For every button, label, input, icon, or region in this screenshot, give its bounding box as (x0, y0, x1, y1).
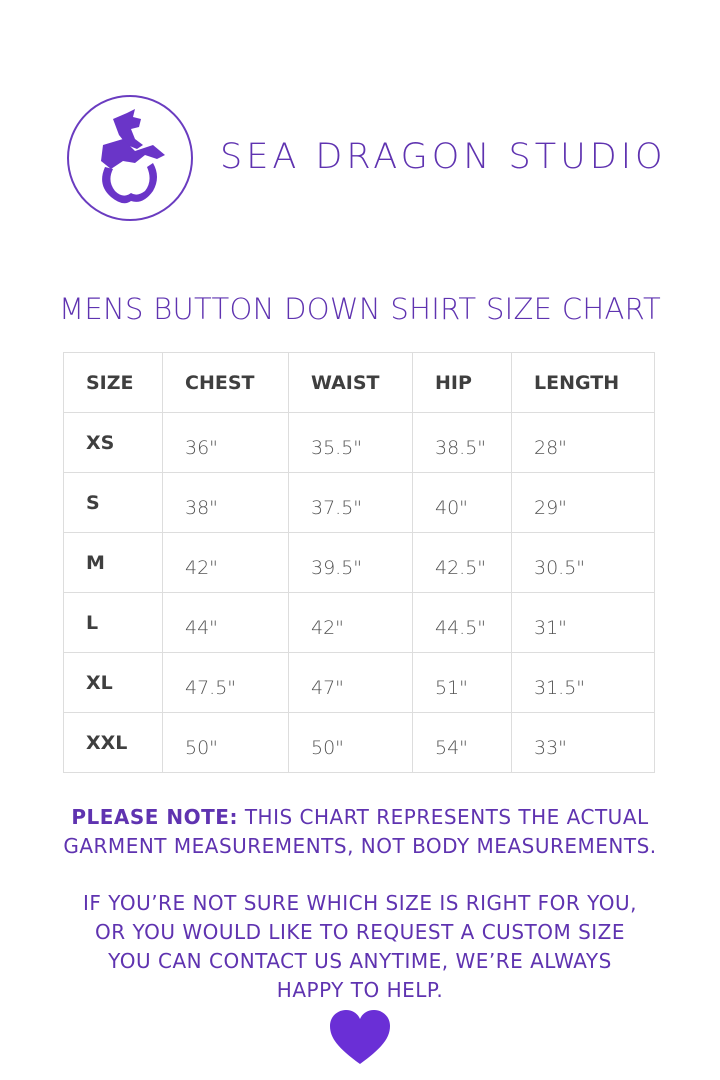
table-row: S 38" 37.5" 40" 29" (63, 472, 655, 533)
measurement-cell: 33" (511, 712, 655, 773)
table-row: L 44" 42" 44.5" 31" (63, 592, 655, 653)
sea-dragon-logo (67, 95, 193, 221)
garment-note: PLEASE NOTE: THIS CHART REPRESENTS THE A… (0, 803, 720, 861)
measurement-cell: 29" (511, 472, 655, 533)
table-row: M 42" 39.5" 42.5" 30.5" (63, 532, 655, 593)
table-row: XL 47.5" 47" 51" 31.5" (63, 652, 655, 713)
page-title: MENS BUTTON DOWN SHIRT SIZE CHART (59, 292, 661, 326)
size-chart-table: SIZE CHEST WAIST HIP LENGTH XS 36" 35.5" 38… (63, 352, 655, 773)
measurement-cell: 42" (162, 532, 289, 593)
size-cell: L (63, 592, 163, 653)
measurement-cell: 40" (412, 472, 512, 533)
measurement-cell: 37.5" (288, 472, 413, 533)
size-cell: S (63, 472, 163, 533)
measurement-cell: 28" (511, 412, 655, 473)
note-line-2: GARMENT MEASUREMENTS, NOT BODY MEASUREME… (63, 834, 657, 858)
size-cell: XXL (63, 712, 163, 773)
measurement-cell: 36" (162, 412, 289, 473)
measurement-cell: 54" (412, 712, 512, 773)
note-label: PLEASE NOTE: (71, 805, 238, 829)
help-line-4: HAPPY TO HELP. (276, 978, 444, 1002)
header-waist: WAIST (288, 352, 413, 413)
header-chest: CHEST (162, 352, 289, 413)
measurement-cell: 30.5" (511, 532, 655, 593)
measurement-cell: 38.5" (412, 412, 512, 473)
table-row: XXL 50" 50" 54" 33" (63, 712, 655, 773)
size-cell: XL (63, 652, 163, 713)
measurement-cell: 31" (511, 592, 655, 653)
help-line-2: OR YOU WOULD LIKE TO REQUEST A CUSTOM SI… (94, 920, 626, 944)
measurement-cell: 42" (288, 592, 413, 653)
table-row: XS 36" 35.5" 38.5" 28" (63, 412, 655, 473)
size-cell: M (63, 532, 163, 593)
brand-name: SEA DRAGON STUDIO (220, 137, 667, 177)
measurement-cell: 31.5" (511, 652, 655, 713)
header-size: SIZE (63, 352, 163, 413)
help-line-1: IF YOU’RE NOT SURE WHICH SIZE IS RIGHT F… (82, 891, 638, 915)
measurement-cell: 47.5" (162, 652, 289, 713)
note-line-1: PLEASE NOTE: THIS CHART REPRESENTS THE A… (71, 805, 649, 829)
measurement-cell: 47" (288, 652, 413, 713)
header-length: LENGTH (511, 352, 655, 413)
measurement-cell: 50" (162, 712, 289, 773)
help-text: IF YOU’RE NOT SURE WHICH SIZE IS RIGHT F… (0, 889, 720, 1005)
dragon-icon (101, 109, 165, 204)
header-hip: HIP (412, 352, 512, 413)
measurement-cell: 51" (412, 652, 512, 713)
measurement-cell: 50" (288, 712, 413, 773)
measurement-cell: 35.5" (288, 412, 413, 473)
table-header-row: SIZE CHEST WAIST HIP LENGTH (63, 352, 655, 413)
measurement-cell: 44" (162, 592, 289, 653)
measurement-cell: 42.5" (412, 532, 512, 593)
heart-icon (330, 1010, 390, 1064)
measurement-cell: 39.5" (288, 532, 413, 593)
measurement-cell: 38" (162, 472, 289, 533)
size-cell: XS (63, 412, 163, 473)
help-line-3: YOU CAN CONTACT US ANYTIME, WE’RE ALWAYS (108, 949, 612, 973)
measurement-cell: 44.5" (412, 592, 512, 653)
